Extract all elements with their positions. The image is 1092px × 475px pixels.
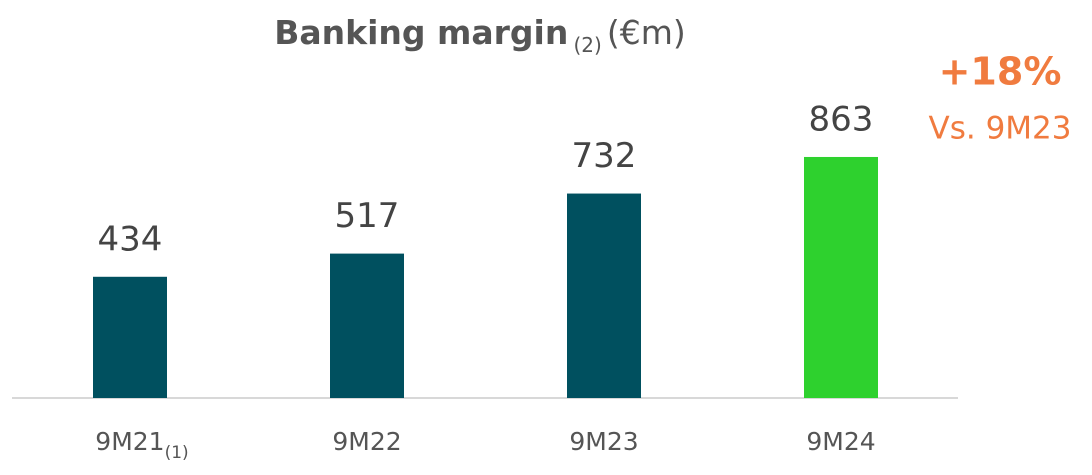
bar <box>330 253 404 398</box>
x-tick-label-group: 9M22 <box>332 427 401 456</box>
x-tick-label-group: 9M23 <box>569 427 638 456</box>
chart-title: Banking margin <box>274 13 568 52</box>
bar <box>93 276 167 398</box>
bar <box>804 156 878 398</box>
title-unit: (€m) <box>607 13 686 52</box>
value-label: 434 <box>98 219 163 259</box>
chart-title-group: Banking margin (2) (€m) <box>274 13 686 57</box>
value-label: 517 <box>335 196 400 236</box>
x-tick-label: 9M21 <box>95 427 164 456</box>
value-label: 732 <box>572 136 637 176</box>
x-tick-label: 9M23 <box>569 427 638 456</box>
x-tick-label: 9M22 <box>332 427 401 456</box>
x-tick-label-group: 9M21(1) <box>95 427 188 463</box>
x-tick-label: 9M24 <box>806 427 875 456</box>
value-label: 863 <box>809 99 874 139</box>
category-note: (1) <box>165 443 189 463</box>
bar <box>567 193 641 398</box>
title-note: (2) <box>573 33 601 57</box>
annotation-change: +18% <box>939 50 1062 94</box>
annotation-text: Vs. 9M23 <box>929 111 1072 147</box>
x-tick-label-group: 9M24 <box>806 427 875 456</box>
